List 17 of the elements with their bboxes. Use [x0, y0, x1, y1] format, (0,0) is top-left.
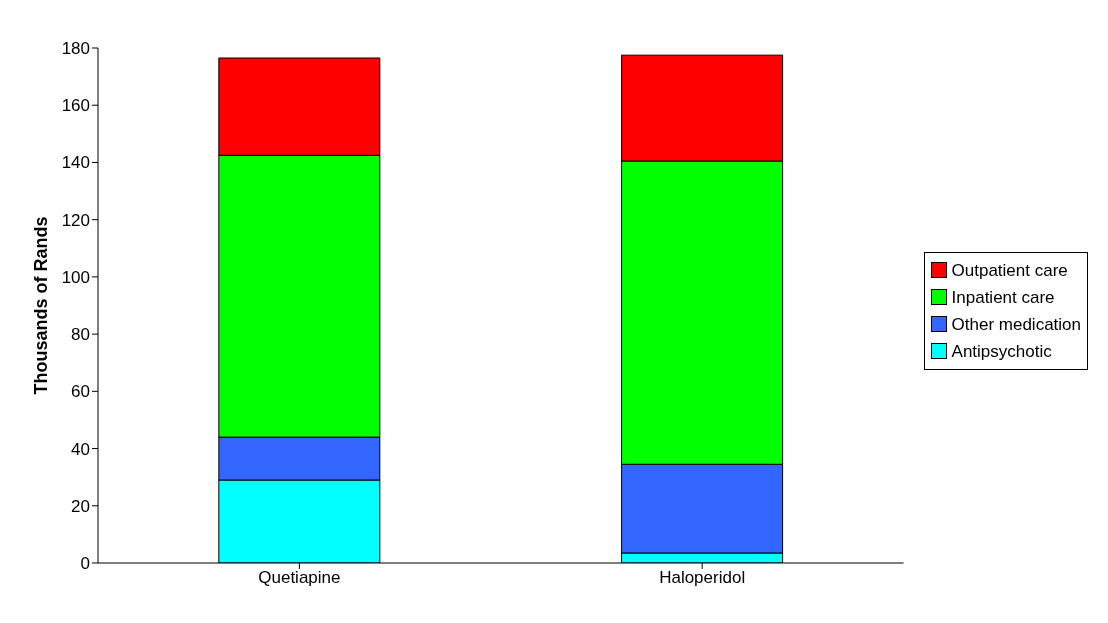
y-tick-label: 160: [61, 96, 90, 116]
legend-label: Antipsychotic: [951, 340, 1052, 363]
legend-label: Other medication: [951, 313, 1081, 336]
y-tick-label: 120: [61, 210, 90, 230]
y-tick-label: 180: [61, 39, 90, 59]
y-tick-label: 100: [61, 267, 90, 287]
y-tick-label: 20: [71, 496, 90, 516]
y-tick-label: 140: [61, 153, 90, 173]
y-tick-label: 40: [71, 439, 90, 459]
y-tick-label: 80: [71, 325, 90, 345]
legend-label: Inpatient care: [951, 286, 1055, 309]
y-axis-title: Thousands of Rands: [31, 216, 52, 395]
y-tick-label: 0: [80, 554, 90, 574]
x-tick-label: Haloperidol: [659, 568, 746, 588]
y-tick-label: 60: [71, 382, 90, 402]
legend-label: Outpatient care: [951, 259, 1068, 282]
x-tick-label: Quetiapine: [258, 568, 341, 588]
